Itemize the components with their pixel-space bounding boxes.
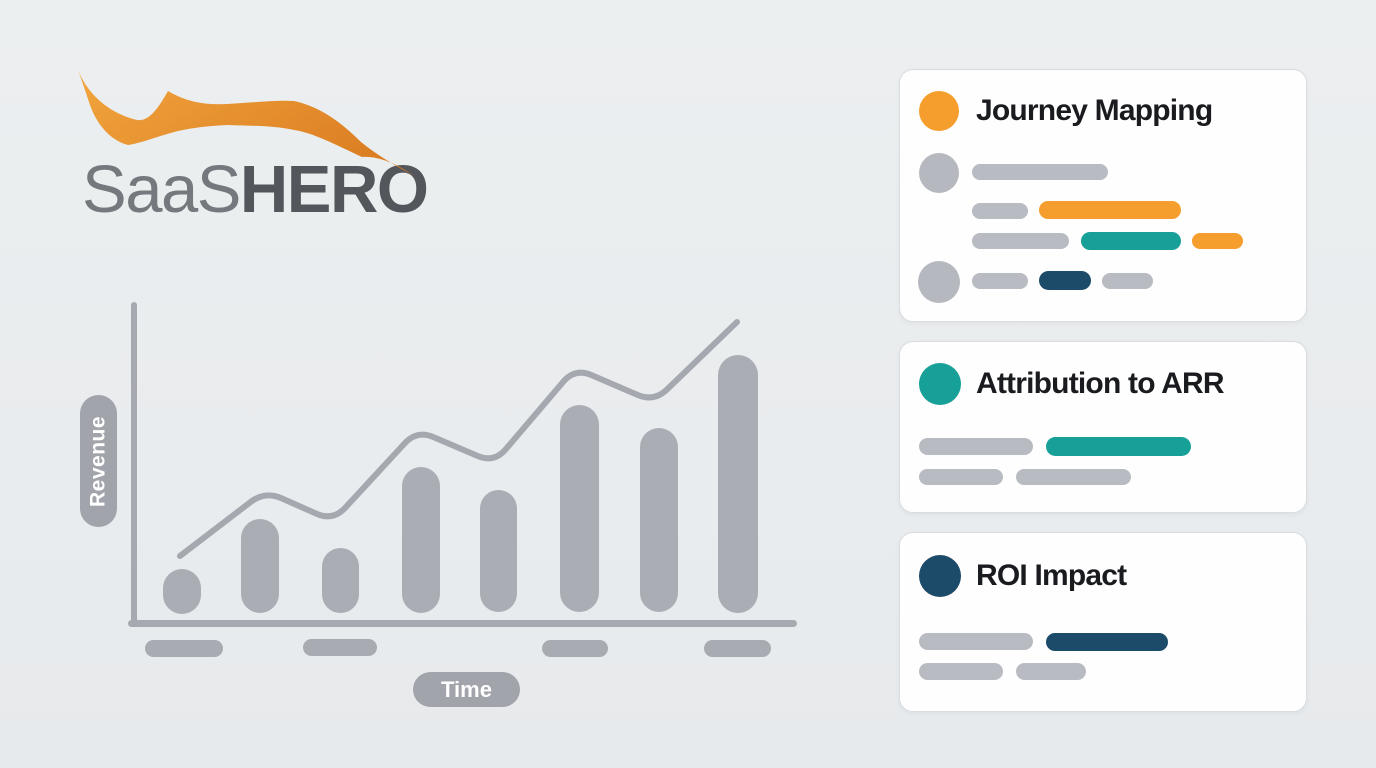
x-tick xyxy=(303,639,377,656)
x-tick xyxy=(542,640,608,657)
brand-prefix: SaaS xyxy=(82,152,241,227)
swoosh-icon xyxy=(77,67,414,176)
card-accent-dot xyxy=(919,91,959,131)
revenue-bar xyxy=(322,548,359,613)
skeleton-pill xyxy=(1039,201,1181,219)
x-tick xyxy=(704,640,771,657)
revenue-bar xyxy=(560,405,599,612)
skeleton-pill xyxy=(972,203,1028,219)
revenue-bar xyxy=(480,490,517,612)
skeleton-pill xyxy=(1046,437,1191,456)
skeleton-pill xyxy=(919,438,1033,455)
revenue-bar xyxy=(241,519,279,613)
skeleton-pill xyxy=(919,663,1003,680)
feature-card-2: Attribution to ARR xyxy=(899,341,1307,513)
brand-wordmark: SaaSHERO xyxy=(82,156,429,223)
card-title: ROI Impact xyxy=(976,559,1127,592)
revenue-bar xyxy=(718,355,758,613)
skeleton-pill xyxy=(1039,271,1091,290)
feature-card-3: ROI Impact xyxy=(899,532,1307,712)
y-axis-label: Revenue xyxy=(80,395,117,527)
revenue-bar xyxy=(402,467,440,613)
card-title: Journey Mapping xyxy=(976,94,1213,127)
card-accent-dot xyxy=(919,555,961,597)
brand-suffix: HERO xyxy=(239,152,429,227)
revenue-bar xyxy=(163,569,201,614)
x-tick xyxy=(145,640,223,657)
skeleton-pill xyxy=(972,273,1028,289)
skeleton-pill xyxy=(1046,633,1168,651)
skeleton-pill xyxy=(1081,232,1181,250)
skeleton-pill xyxy=(1102,273,1153,289)
skeleton-pill xyxy=(1016,469,1131,485)
skeleton-pill xyxy=(919,469,1003,485)
feature-card-1: Journey Mapping xyxy=(899,69,1307,322)
x-axis-label: Time xyxy=(413,672,520,707)
avatar-circle xyxy=(919,153,959,193)
revenue-bar xyxy=(640,428,678,612)
x-axis xyxy=(128,620,797,627)
y-axis xyxy=(131,302,137,627)
avatar-circle xyxy=(918,261,960,303)
card-title: Attribution to ARR xyxy=(976,367,1225,400)
skeleton-pill xyxy=(1192,233,1243,249)
skeleton-pill xyxy=(972,164,1108,180)
skeleton-pill xyxy=(972,233,1069,249)
skeleton-pill xyxy=(919,633,1033,650)
skeleton-pill xyxy=(1016,663,1086,680)
card-accent-dot xyxy=(919,363,961,405)
